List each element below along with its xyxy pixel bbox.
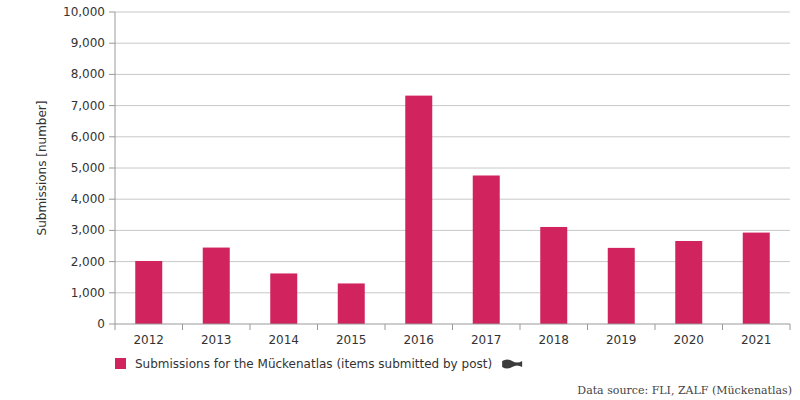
y-tick-label: 1,000 [71, 286, 105, 300]
x-tick-label: 2015 [336, 333, 367, 347]
chart: 0 1,000 2,000 3,000 4,000 5,000 6,000 7,000 8,00… [0, 0, 800, 400]
grid-line [115, 12, 790, 13]
grid-line [115, 105, 790, 106]
bar [135, 261, 162, 324]
tick-mark [109, 105, 115, 106]
trend-icon [502, 360, 522, 369]
tick-mark [109, 168, 115, 169]
category-separator [790, 324, 791, 330]
legend-swatch [115, 358, 126, 369]
x-tick-label: 2017 [471, 333, 502, 347]
category-separator [182, 324, 183, 330]
y-tick-label: 2,000 [71, 255, 105, 269]
y-tick-label: 4,000 [71, 192, 105, 206]
tick-mark [109, 292, 115, 293]
category-separator [452, 324, 453, 330]
x-tick-label: 2013 [201, 333, 232, 347]
tick-mark [109, 136, 115, 137]
bar [540, 227, 567, 324]
x-tick-label: 2012 [133, 333, 164, 347]
tick-mark [109, 74, 115, 75]
tick-mark [109, 324, 115, 325]
grid-line [115, 136, 790, 137]
tick-mark [109, 12, 115, 13]
bars [135, 96, 770, 324]
y-tick-label: 5,000 [71, 161, 105, 175]
grid-line [115, 74, 790, 75]
x-tick-label: 2019 [606, 333, 637, 347]
bar [270, 273, 297, 324]
category-separator [520, 324, 521, 330]
bar [743, 233, 770, 324]
y-tick-label: 9,000 [71, 36, 105, 50]
y-tick-label: 0 [97, 317, 105, 331]
y-axis [115, 12, 116, 324]
x-tick-label: 2018 [538, 333, 569, 347]
bar [338, 283, 365, 324]
category-separator [385, 324, 386, 330]
legend-label: Submissions for the Mückenatlas (items s… [135, 357, 492, 371]
tick-mark [109, 43, 115, 44]
x-tick-label: 2016 [403, 333, 434, 347]
category-separator [317, 324, 318, 330]
grid-line [115, 199, 790, 200]
x-tick-label: 2021 [741, 333, 772, 347]
bar [405, 96, 432, 324]
tick-mark [109, 230, 115, 231]
bar [675, 241, 702, 324]
bar [203, 248, 230, 324]
category-separator [722, 324, 723, 330]
category-separator [115, 324, 116, 330]
source-note: Data source: FLI, ZALF (Mückenatlas) [577, 384, 792, 397]
tick-mark [109, 199, 115, 200]
grid-line [115, 230, 790, 231]
y-axis-label: Submissions [number] [35, 101, 49, 236]
category-separator [655, 324, 656, 330]
category-separator [250, 324, 251, 330]
y-tick-label: 7,000 [71, 99, 105, 113]
x-tick-label: 2020 [673, 333, 704, 347]
x-tick-label: 2014 [268, 333, 299, 347]
grid-line [115, 43, 790, 44]
tick-mark [109, 261, 115, 262]
bar [473, 175, 500, 324]
bar [608, 248, 635, 324]
grid-line [115, 168, 790, 169]
y-tick-label: 6,000 [71, 130, 105, 144]
y-tick-label: 3,000 [71, 223, 105, 237]
category-separator [587, 324, 588, 330]
y-tick-label: 10,000 [63, 5, 105, 19]
y-tick-label: 8,000 [71, 67, 105, 81]
